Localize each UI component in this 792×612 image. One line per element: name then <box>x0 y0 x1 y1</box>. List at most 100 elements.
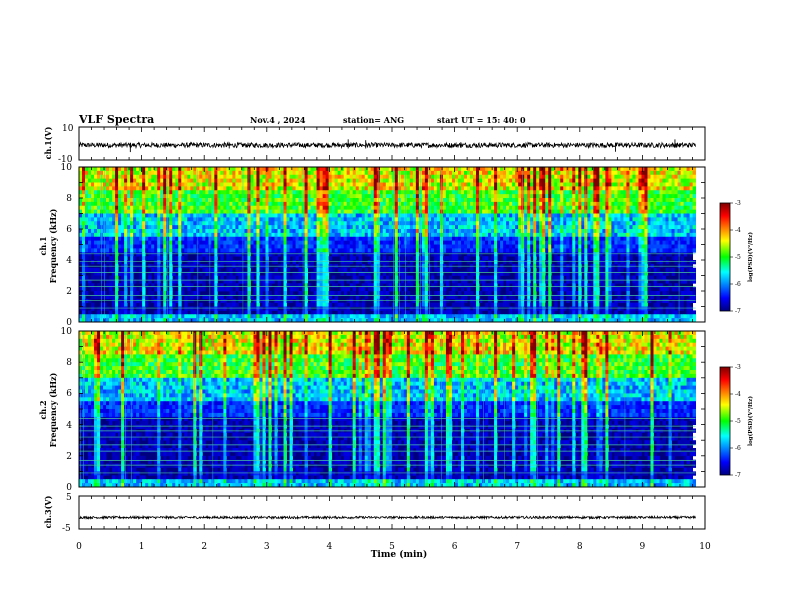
spectrogram-cell <box>400 302 405 307</box>
spectrogram-cell <box>289 170 293 176</box>
spectrogram-cell <box>121 194 125 199</box>
spectrogram-cell <box>196 318 200 323</box>
spectrogram-cell <box>421 167 426 172</box>
spectrogram-cell <box>325 248 330 253</box>
spectrogram-cell <box>91 170 95 176</box>
spectrogram-cell <box>461 178 465 183</box>
spectrogram-cell <box>361 186 366 191</box>
spectrogram-cell <box>476 186 480 191</box>
spectrogram-cell <box>277 275 281 280</box>
spectrogram-cell <box>130 294 134 300</box>
spectrogram-cell <box>88 240 92 245</box>
spectrogram-cell <box>139 232 143 238</box>
spectrogram-cell <box>382 302 387 307</box>
spectrogram-cell <box>160 240 164 245</box>
spectrogram-cell <box>358 318 363 323</box>
spectrogram-cell <box>235 167 239 172</box>
spectrogram-cell <box>280 225 284 230</box>
spectrogram-cell <box>382 248 387 253</box>
spectrogram-cell <box>451 221 456 226</box>
spectrogram-cell <box>370 229 375 234</box>
spectrogram-cell <box>181 236 185 242</box>
spectrogram-cell <box>151 294 155 300</box>
spectrogram-cell <box>289 275 293 280</box>
spectrogram-cell <box>457 198 462 203</box>
spectrogram-cell <box>268 232 272 238</box>
spectrogram-cell <box>214 298 218 304</box>
spectrogram-cell <box>476 225 480 230</box>
spectrogram-cell <box>178 236 182 242</box>
spectrogram-cell <box>491 213 495 218</box>
spectrogram-cell <box>163 217 167 222</box>
spectrogram-cell <box>274 229 278 234</box>
spectrogram-cell <box>307 248 312 253</box>
spectrogram-cell <box>476 170 480 176</box>
spectrogram-cell <box>448 209 453 214</box>
spectrogram-cell <box>211 190 215 195</box>
spectrogram-cell <box>265 221 269 226</box>
spectrogram-cell <box>470 182 474 187</box>
spectrogram-cell <box>100 318 104 323</box>
spectrogram-cell <box>178 291 182 296</box>
spectrogram-cell <box>148 275 152 280</box>
spectrogram-cell <box>265 186 269 191</box>
spectrogram-cell <box>79 201 83 207</box>
spectrogram-cell <box>217 248 221 253</box>
spectrogram-cell <box>226 275 230 280</box>
spectrogram-cell <box>181 198 185 203</box>
spectrogram-cell <box>491 306 495 311</box>
spectrogram-cell <box>211 232 215 238</box>
spectrogram-cell <box>467 229 471 234</box>
spectrogram-cell <box>388 221 393 226</box>
spectrogram-cell <box>217 170 221 176</box>
spectrogram-cell <box>106 194 110 199</box>
spectrogram-cell <box>485 302 489 307</box>
spectrogram-cell <box>331 182 336 187</box>
spectrogram-cell <box>470 217 474 222</box>
spectrogram-cell <box>445 170 450 176</box>
spectrogram-cell <box>479 217 483 222</box>
spectrogram-cell <box>202 244 206 249</box>
spectrogram-cell <box>457 248 462 253</box>
spectrogram-cell <box>214 287 218 292</box>
spectrogram-cell <box>491 279 495 284</box>
spectrogram-cell <box>461 244 465 249</box>
spectrogram-cell <box>217 314 221 319</box>
spectrogram-cell <box>94 240 98 245</box>
spectrogram-cell <box>163 194 167 199</box>
spectrogram-cell <box>343 198 348 203</box>
spectrogram-cell <box>295 298 299 304</box>
spectrogram-cell <box>454 260 459 265</box>
spectrogram-cell <box>394 217 399 222</box>
spectrogram-cell <box>313 225 318 230</box>
spectrogram-cell <box>157 167 161 172</box>
spectrogram-cell <box>289 252 293 257</box>
spectrogram-cell <box>283 252 287 257</box>
spectrogram-cell <box>157 267 161 273</box>
spectrogram-cell <box>235 248 239 253</box>
spectrogram-cell <box>295 190 299 195</box>
spectrogram-cell <box>124 232 128 238</box>
spectrogram-cell <box>488 260 492 265</box>
spectrogram-cell <box>244 221 248 226</box>
spectrogram-cell <box>169 302 173 307</box>
spectrogram-cell <box>217 236 221 242</box>
spectrogram-cell <box>91 209 95 214</box>
spectrogram-cell <box>259 267 263 273</box>
spectrogram-cell <box>394 236 399 242</box>
spectrogram-cell <box>163 221 167 226</box>
spectrogram-cell <box>292 244 296 249</box>
spectrogram-cell <box>328 294 333 300</box>
spectrogram-cell <box>238 314 242 319</box>
spectrogram-cell <box>184 232 188 238</box>
spectrogram-cell <box>340 240 345 245</box>
spectrogram-cell <box>205 174 209 180</box>
spectrogram-cell <box>181 209 185 214</box>
spectrogram-cell <box>274 298 278 304</box>
spectrogram-cell <box>412 201 417 207</box>
spectrogram-cell <box>331 232 336 238</box>
spectrogram-cell <box>304 256 308 261</box>
spectrogram-cell <box>479 170 483 176</box>
spectrogram-cell <box>307 314 312 319</box>
spectrogram-cell <box>238 267 242 273</box>
